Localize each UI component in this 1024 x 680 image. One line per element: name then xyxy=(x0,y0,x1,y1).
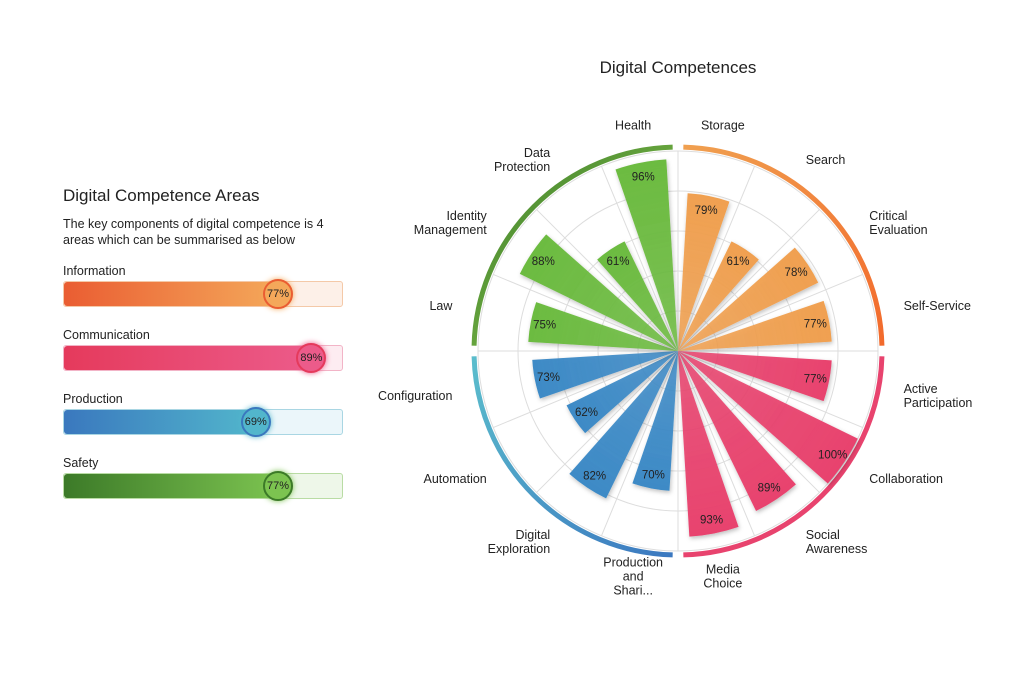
area-bar-production: Production 69% xyxy=(63,392,363,437)
bar-value-label: 70% xyxy=(642,470,665,482)
group-ring-communication xyxy=(683,356,885,558)
bar-collaboration xyxy=(678,351,858,484)
category-label: Law xyxy=(429,299,453,313)
grid-spoke xyxy=(536,350,679,493)
chart-title: Digital Competences xyxy=(600,58,757,77)
bar-storage xyxy=(678,193,730,351)
grid-spoke xyxy=(677,350,755,536)
area-bar-track: 77% xyxy=(63,471,343,501)
bar-data-protection xyxy=(597,241,678,351)
bar-value-label: 75% xyxy=(533,319,556,331)
area-bar-label: Production xyxy=(63,392,123,406)
area-bar-fill xyxy=(64,410,256,434)
competence-areas-panel: Digital Competence Areas The key compone… xyxy=(63,186,363,520)
area-bar-label: Communication xyxy=(63,328,150,342)
bar-value-label: 61% xyxy=(726,256,749,268)
grid-spoke xyxy=(677,350,820,493)
area-bar-safety: Safety 77% xyxy=(63,456,363,501)
area-bar-value: 77% xyxy=(267,288,290,300)
category-label: Search xyxy=(806,153,846,167)
panel-title: Digital Competence Areas xyxy=(63,186,260,205)
grid-spoke xyxy=(601,350,679,536)
grid-spoke xyxy=(493,350,679,428)
area-bar-track: 77% xyxy=(63,279,343,309)
area-bar-value-knob: 89% xyxy=(296,343,327,373)
area-bar-fill xyxy=(64,346,312,370)
bar-value-label: 82% xyxy=(583,471,606,483)
category-label: Critical Evaluation xyxy=(869,209,927,237)
bar-self-service xyxy=(678,300,832,351)
area-bar-value-knob: 77% xyxy=(263,471,294,501)
category-label: Health xyxy=(615,118,651,132)
grid-spoke xyxy=(677,166,755,352)
category-label: Data Protection xyxy=(494,146,550,174)
bar-value-label: 79% xyxy=(695,205,718,217)
bar-social-awareness xyxy=(678,351,796,511)
bar-health xyxy=(615,159,678,351)
area-bar-label: Safety xyxy=(63,456,99,470)
bar-value-label: 77% xyxy=(804,319,827,331)
category-labels: Storage Search Critical Evaluation Self-Serv… xyxy=(378,118,972,597)
category-label: Configuration xyxy=(378,389,452,403)
chart-grid xyxy=(477,150,879,552)
category-label: Self-Service xyxy=(904,299,971,313)
group-ring-information xyxy=(683,144,885,346)
group-rings xyxy=(471,144,885,558)
area-bar-value-knob: 77% xyxy=(263,279,294,309)
bar-law xyxy=(528,302,678,351)
value-labels: 79% 61% 78% 77% 77% 100% 89% 93% 70% 82% 62% 73% 75%… xyxy=(532,171,848,526)
area-bar-value-knob: 69% xyxy=(240,407,271,437)
area-bar-label: Information xyxy=(63,264,126,278)
area-bar-track: 69% xyxy=(63,407,343,437)
area-bar-information: Information 77% xyxy=(63,264,363,309)
category-label: Production and Shari... xyxy=(603,556,663,598)
grid-spoke xyxy=(677,350,863,428)
area-bar-fill xyxy=(64,282,279,306)
bar-value-label: 62% xyxy=(575,407,598,419)
bar-digital-exploration xyxy=(569,351,678,499)
area-bar-communication: Communication 89% xyxy=(63,328,363,373)
group-ring-production xyxy=(471,356,673,558)
bar-media-choice xyxy=(678,351,739,537)
group-ring-safety xyxy=(471,144,673,346)
bar-automation xyxy=(566,351,678,434)
bar-value-label: 78% xyxy=(785,267,808,279)
category-label: Digital Exploration xyxy=(488,528,551,556)
bar-value-label: 89% xyxy=(758,482,781,494)
area-bar-value: 69% xyxy=(244,416,267,428)
area-bar-fill xyxy=(64,474,279,498)
bar-value-label: 93% xyxy=(700,515,723,527)
grid-spoke xyxy=(601,166,679,352)
category-label: Automation xyxy=(424,472,487,486)
bar-search xyxy=(678,241,759,351)
category-label: Active Participation xyxy=(904,382,973,410)
category-label: Social Awareness xyxy=(806,528,868,556)
bar-value-label: 77% xyxy=(804,373,827,385)
grid-spoke xyxy=(677,209,820,352)
bar-identity-management xyxy=(519,234,678,351)
bar-active-participation xyxy=(678,351,832,402)
bar-value-label: 100% xyxy=(818,449,847,461)
grid-spoke xyxy=(677,274,863,352)
category-label: Identity Management xyxy=(414,209,488,237)
grid-spoke xyxy=(493,274,679,352)
area-bar-value: 89% xyxy=(300,352,323,364)
area-bar-track: 89% xyxy=(63,343,343,373)
category-label: Media Choice xyxy=(703,563,742,591)
grid-spoke xyxy=(536,209,679,352)
polar-bar-chart: Digital Competences 79% 61% 78% 77% 77% 100% 8… xyxy=(378,58,972,598)
bar-critical-evaluation xyxy=(678,247,819,351)
bar-value-label: 61% xyxy=(606,256,629,268)
chart-bars xyxy=(519,159,858,537)
category-label: Storage xyxy=(701,118,745,132)
category-label: Collaboration xyxy=(869,472,943,486)
bar-production-and-shari- xyxy=(632,351,678,491)
bar-value-label: 73% xyxy=(537,372,560,384)
area-bar-value: 77% xyxy=(267,480,290,492)
bar-value-label: 88% xyxy=(532,256,555,268)
area-bars: Information 77% Communication 89% Production… xyxy=(63,264,363,501)
panel-description: The key components of digital competence… xyxy=(63,217,324,247)
bar-value-label: 96% xyxy=(632,171,655,183)
bar-configuration xyxy=(532,351,678,399)
